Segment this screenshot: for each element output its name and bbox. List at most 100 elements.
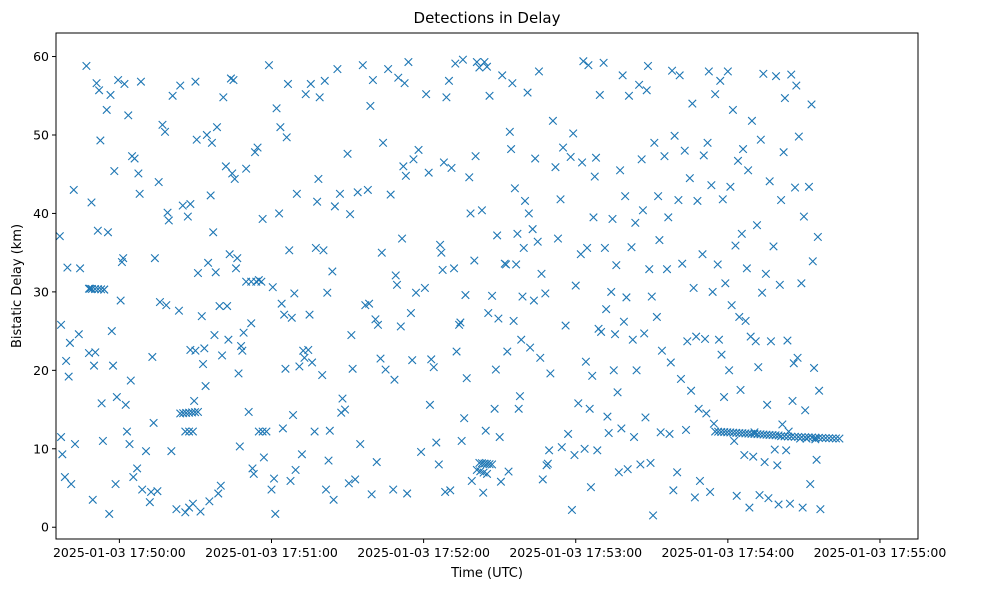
data-point [776, 432, 786, 441]
data-point [727, 301, 736, 310]
data-point [595, 90, 605, 100]
data-point [738, 144, 748, 154]
data-point [111, 479, 120, 489]
data-point [582, 243, 592, 253]
data-point [667, 66, 677, 75]
data-point [106, 90, 115, 100]
y-axis: 0 10 20 30 40 50 60 [33, 49, 56, 535]
data-point [188, 427, 198, 436]
data-point [698, 250, 707, 259]
data-point [769, 242, 778, 251]
data-point [740, 450, 749, 460]
data-point [632, 366, 641, 375]
data-point [719, 392, 729, 402]
data-point [350, 475, 360, 484]
data-point [591, 153, 601, 162]
data-point [642, 86, 651, 95]
data-point [206, 191, 215, 200]
data-point [262, 427, 271, 436]
data-point [390, 375, 399, 384]
data-point [708, 287, 717, 297]
data-point [509, 316, 518, 326]
data-point [498, 71, 507, 80]
data-point [208, 228, 218, 237]
data-point [774, 500, 783, 509]
data-point [653, 191, 663, 201]
data-point [376, 354, 385, 363]
data-point [821, 433, 830, 443]
data-point [411, 288, 421, 297]
y-tick-label: 0 [41, 520, 49, 535]
data-point [396, 322, 405, 331]
data-point [754, 363, 763, 372]
data-point [219, 93, 228, 102]
data-point [191, 346, 200, 355]
data-point [467, 476, 476, 486]
data-point [118, 253, 128, 263]
data-point [548, 116, 558, 126]
data-point [724, 366, 734, 375]
data-point [794, 432, 803, 442]
data-point [401, 171, 411, 180]
data-point [544, 446, 554, 455]
data-point [541, 289, 550, 298]
data-point [344, 479, 354, 488]
data-point [669, 486, 678, 495]
data-point [581, 357, 591, 366]
data-point [487, 460, 497, 469]
data-point [533, 237, 542, 246]
data-point [650, 138, 659, 148]
data-point [203, 258, 213, 268]
data-point [333, 64, 342, 74]
data-point [438, 265, 447, 275]
data-point [434, 460, 444, 469]
data-point [490, 404, 499, 413]
data-point [601, 304, 611, 314]
data-point [664, 213, 673, 222]
data-point [130, 154, 139, 163]
data-point [259, 453, 269, 462]
data-point [306, 79, 315, 89]
data-point [55, 231, 64, 241]
data-point [472, 57, 482, 67]
data-point [546, 369, 555, 378]
data-point [97, 399, 106, 408]
data-point [636, 460, 645, 469]
data-point [201, 381, 210, 391]
data-point [675, 71, 684, 80]
data-point [250, 148, 260, 157]
data-point [163, 208, 172, 217]
data-point [655, 235, 664, 245]
data-point [674, 195, 683, 205]
data-point [87, 198, 96, 207]
data-point [215, 301, 224, 311]
data-point [702, 409, 711, 418]
data-point [732, 491, 741, 501]
data-point [286, 476, 295, 486]
data-point [536, 353, 545, 362]
data-point [404, 57, 413, 67]
data-point [181, 427, 190, 436]
data-point [335, 189, 345, 199]
data-point [613, 388, 622, 397]
data-point [793, 353, 802, 362]
data-point [529, 296, 539, 305]
marker-layer [55, 55, 844, 520]
data-point [479, 488, 488, 497]
data-point [624, 91, 634, 100]
data-point [301, 90, 310, 99]
data-point [705, 487, 715, 497]
data-point [96, 136, 105, 145]
data-point [461, 290, 470, 300]
data-point [759, 69, 768, 78]
data-point [510, 184, 520, 193]
data-point [799, 212, 809, 221]
data-point [790, 183, 800, 192]
data-point [800, 406, 810, 415]
data-point [211, 268, 220, 277]
data-point [553, 234, 563, 243]
data-point [153, 486, 162, 496]
data-point [660, 151, 669, 161]
data-point [264, 60, 274, 70]
